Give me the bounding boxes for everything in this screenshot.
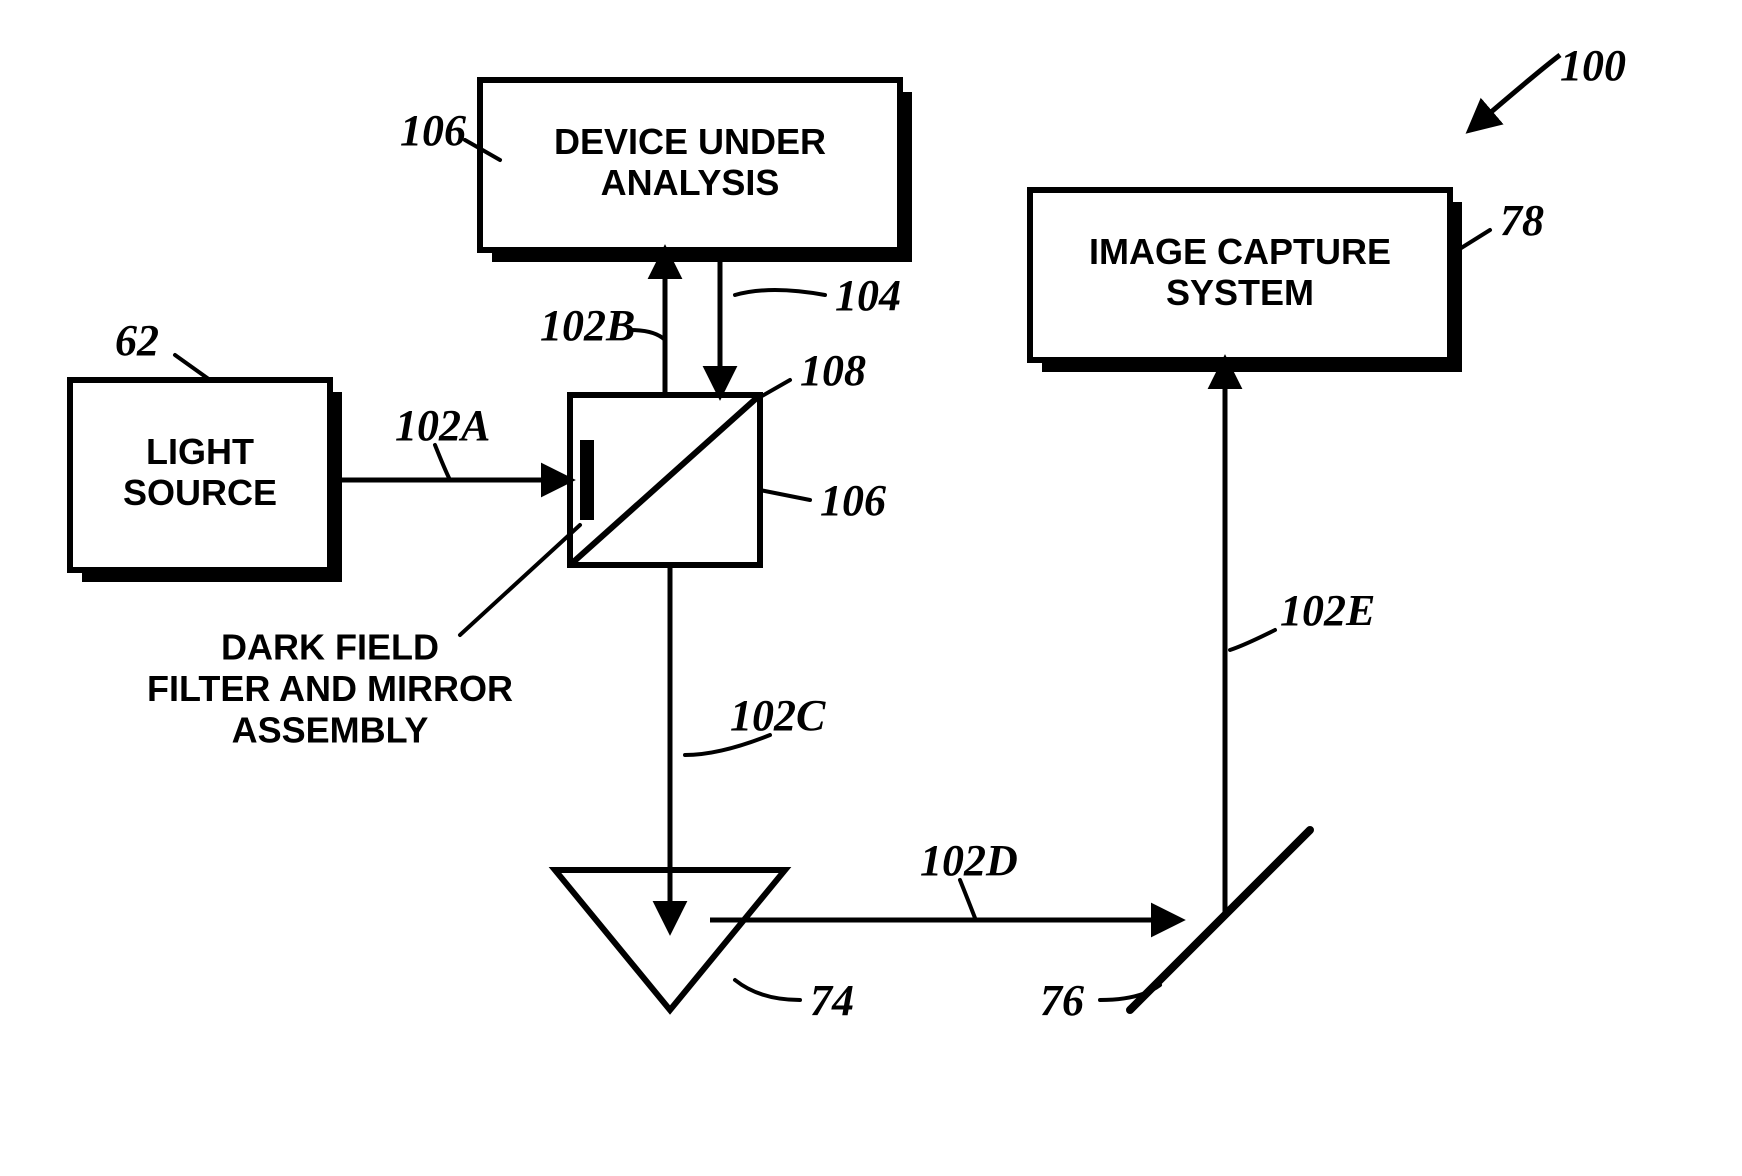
device-under-analysis-box-text-0: DEVICE UNDER — [554, 121, 826, 162]
ref-102E: 102E — [1280, 586, 1375, 635]
ref-74: 74 — [810, 976, 854, 1025]
leader-62 — [175, 355, 210, 380]
dark-field-filter-mirror-assembly — [570, 395, 760, 565]
image-capture-system-box-text-0: IMAGE CAPTURE — [1089, 231, 1391, 272]
ref-102A: 102A — [395, 401, 490, 450]
dark-field-label-0: DARK FIELD — [221, 627, 439, 668]
ref-100: 100 — [1560, 41, 1626, 90]
ref-106-top: 106 — [400, 106, 466, 155]
leader-102D — [960, 880, 975, 918]
ref-106-right: 106 — [820, 476, 886, 525]
device-under-analysis-box-text-1: ANALYSIS — [601, 162, 780, 203]
leader-102C — [685, 735, 770, 755]
ref-102C: 102C — [730, 691, 826, 740]
ref-102D: 102D — [920, 836, 1018, 885]
ref-104: 104 — [835, 271, 901, 320]
image-capture-system-box-text-1: SYSTEM — [1166, 272, 1314, 313]
leader-dark-field — [460, 525, 580, 635]
light-source-box: LIGHTSOURCE — [70, 380, 342, 582]
leader-102E — [1230, 630, 1275, 650]
device-under-analysis-box: DEVICE UNDERANALYSIS — [480, 80, 912, 262]
ref-102B: 102B — [540, 301, 635, 350]
ref-76: 76 — [1040, 976, 1084, 1025]
ref-78: 78 — [1500, 196, 1544, 245]
light-source-box-text-0: LIGHT — [146, 431, 254, 472]
ref-62: 62 — [115, 316, 159, 365]
light-source-box-text-1: SOURCE — [123, 472, 277, 513]
leader-74 — [735, 980, 800, 1000]
dark-field-label-1: FILTER AND MIRROR — [147, 668, 513, 709]
dark-field-label-2: ASSEMBLY — [232, 709, 429, 750]
leader-108 — [755, 380, 790, 400]
ref-108: 108 — [800, 346, 866, 395]
image-capture-system-box: IMAGE CAPTURESYSTEM — [1030, 190, 1462, 372]
leader-104 — [735, 290, 825, 295]
leader-106-right — [760, 490, 810, 500]
figure-ref-arrow-100 — [1470, 55, 1560, 130]
leader-102A — [435, 445, 450, 480]
